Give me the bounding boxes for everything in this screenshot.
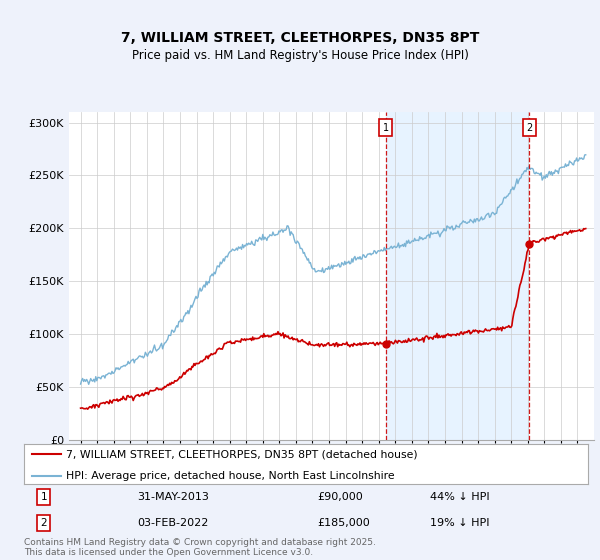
Text: £90,000: £90,000 <box>317 492 363 502</box>
Text: HPI: Average price, detached house, North East Lincolnshire: HPI: Average price, detached house, Nort… <box>66 470 395 480</box>
Text: 2: 2 <box>40 518 47 528</box>
Text: Contains HM Land Registry data © Crown copyright and database right 2025.
This d: Contains HM Land Registry data © Crown c… <box>24 538 376 557</box>
Text: 44% ↓ HPI: 44% ↓ HPI <box>430 492 490 502</box>
Text: 03-FEB-2022: 03-FEB-2022 <box>137 518 208 528</box>
Text: 31-MAY-2013: 31-MAY-2013 <box>137 492 209 502</box>
Text: 7, WILLIAM STREET, CLEETHORPES, DN35 8PT (detached house): 7, WILLIAM STREET, CLEETHORPES, DN35 8PT… <box>66 449 418 459</box>
Bar <box>386 112 529 440</box>
Text: 1: 1 <box>383 123 389 133</box>
Text: Price paid vs. HM Land Registry's House Price Index (HPI): Price paid vs. HM Land Registry's House … <box>131 49 469 62</box>
Text: 7, WILLIAM STREET, CLEETHORPES, DN35 8PT: 7, WILLIAM STREET, CLEETHORPES, DN35 8PT <box>121 31 479 45</box>
Text: 1: 1 <box>40 492 47 502</box>
Text: £185,000: £185,000 <box>317 518 370 528</box>
Text: 19% ↓ HPI: 19% ↓ HPI <box>430 518 490 528</box>
Text: 2: 2 <box>526 123 532 133</box>
